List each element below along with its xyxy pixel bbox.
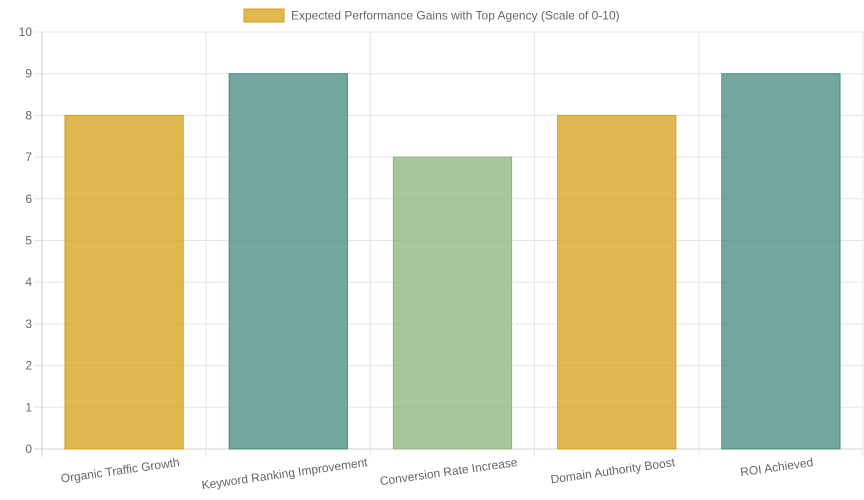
legend[interactable]: Expected Performance Gains with Top Agen… <box>243 8 620 23</box>
bars <box>64 73 841 450</box>
y-tick-label: 6 <box>25 192 32 206</box>
y-tick-label: 9 <box>25 67 32 81</box>
y-tick-label: 1 <box>25 400 32 414</box>
y-tick-label: 2 <box>25 359 32 373</box>
bar[interactable] <box>557 114 677 450</box>
legend-label: Expected Performance Gains with Top Agen… <box>291 9 620 23</box>
x-tick-label: Organic Traffic Growth <box>60 455 181 486</box>
x-tick-label: Conversion Rate Increase <box>379 455 519 488</box>
legend-swatch <box>243 8 285 23</box>
y-tick-label: 0 <box>25 442 32 456</box>
y-tick-label: 5 <box>25 234 32 248</box>
bar[interactable] <box>392 156 513 450</box>
y-tick-label: 4 <box>25 275 32 289</box>
y-axis: 0 1 2 3 4 5 6 7 8 9 10 <box>19 25 33 456</box>
bar[interactable] <box>721 73 841 450</box>
x-tick-label: Keyword Ranking Improvement <box>201 455 369 492</box>
y-tick-label: 10 <box>19 25 33 39</box>
y-tick-label: 8 <box>25 108 32 122</box>
bar[interactable] <box>228 73 348 450</box>
bar[interactable] <box>64 114 184 450</box>
y-tick-label: 3 <box>25 317 32 331</box>
x-axis: Organic Traffic Growth Keyword Ranking Im… <box>60 455 814 492</box>
y-tick-label: 7 <box>25 150 32 164</box>
x-tick-label: Domain Authority Boost <box>550 455 677 486</box>
x-tick-label: ROI Achieved <box>739 455 814 479</box>
